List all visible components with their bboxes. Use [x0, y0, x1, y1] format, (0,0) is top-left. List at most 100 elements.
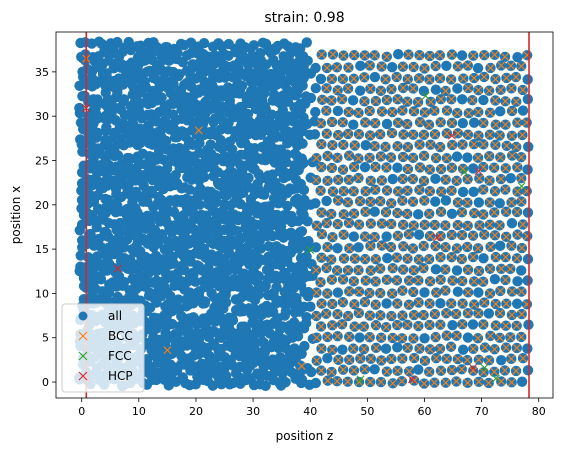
point-all [248, 312, 259, 324]
point-bcc [366, 176, 375, 185]
point-all [297, 80, 308, 91]
point-bcc [399, 130, 408, 139]
point-bcc [365, 289, 374, 297]
point-bcc [388, 289, 397, 298]
point-bcc [376, 378, 385, 387]
point-all [236, 80, 248, 91]
point-all [522, 164, 533, 175]
point-bcc [410, 376, 419, 385]
point-all [216, 313, 227, 324]
point-all [494, 106, 506, 117]
point-bcc [317, 163, 326, 172]
point-bcc [486, 264, 494, 273]
point-bcc [312, 333, 321, 342]
point-bcc [350, 254, 359, 263]
point-bcc [387, 243, 395, 252]
point-bcc [479, 210, 488, 219]
point-bcc [376, 264, 385, 273]
point-bcc [333, 310, 342, 319]
point-all [456, 50, 468, 61]
point-bcc [383, 186, 392, 195]
point-all [285, 227, 297, 238]
point-bcc [486, 108, 495, 117]
point-bcc [432, 354, 441, 363]
point-bcc [323, 243, 332, 252]
point-bcc [485, 86, 494, 95]
point-bcc [485, 220, 494, 229]
point-all [288, 283, 299, 294]
point-all [75, 117, 87, 128]
point-all [280, 306, 292, 317]
point-all [430, 196, 441, 207]
point-bcc [398, 311, 407, 320]
point-bcc [435, 51, 444, 60]
point-bcc [350, 322, 359, 331]
point-all [160, 329, 172, 340]
point-bcc [370, 142, 379, 151]
point-all [92, 127, 103, 139]
point-bcc [457, 208, 466, 217]
point-bcc [360, 345, 368, 354]
point-all [451, 151, 463, 162]
point-all [387, 173, 398, 185]
point-all [419, 287, 430, 298]
point-all [299, 340, 310, 352]
point-bcc [356, 354, 365, 363]
point-all [392, 162, 403, 173]
point-bcc [387, 219, 396, 228]
point-bcc [469, 253, 478, 262]
point-bcc [485, 356, 494, 365]
point-bcc [343, 377, 352, 386]
point-all [478, 94, 489, 106]
point-bcc [398, 196, 407, 205]
point-bcc [519, 354, 528, 363]
legend-label-fcc: FCC [108, 349, 132, 363]
point-bcc [338, 320, 347, 329]
point-bcc [468, 96, 477, 105]
point-bcc [316, 278, 325, 287]
series-bcc [82, 50, 532, 388]
point-all [505, 173, 516, 184]
point-bcc [410, 311, 419, 320]
point-all [200, 59, 212, 70]
point-bcc [513, 208, 522, 216]
point-bcc [414, 255, 423, 264]
point-bcc [463, 309, 472, 318]
point-all [305, 92, 317, 104]
point-bcc [317, 299, 326, 308]
point-bcc [339, 230, 348, 239]
point-bcc [382, 52, 391, 61]
point-all [468, 186, 479, 198]
point-bcc [354, 154, 363, 163]
point-bcc [354, 309, 363, 318]
point-bcc [382, 95, 391, 104]
point-bcc [479, 185, 488, 194]
point-bcc [517, 153, 526, 162]
point-all [118, 276, 130, 288]
point-bcc [486, 331, 495, 340]
point-all [206, 287, 217, 299]
point-bcc [464, 109, 473, 118]
point-bcc [377, 356, 386, 365]
point-bcc [398, 286, 407, 295]
point-bcc [344, 63, 353, 72]
point-bcc [425, 255, 434, 264]
point-all [522, 207, 534, 218]
point-bcc [322, 84, 331, 93]
y-tick-label: 30 [35, 110, 49, 123]
point-bcc [447, 163, 456, 172]
point-all [386, 61, 398, 73]
point-bcc [339, 210, 348, 219]
point-bcc [437, 207, 446, 216]
point-all [90, 76, 102, 87]
point-all [220, 370, 232, 382]
point-all [238, 321, 250, 332]
point-all [168, 123, 180, 135]
point-bcc [458, 320, 467, 329]
point-fcc [356, 375, 365, 384]
point-all [103, 287, 115, 298]
point-all [280, 377, 291, 388]
point-bcc [414, 322, 423, 331]
point-all [446, 208, 458, 219]
point-bcc [323, 63, 331, 72]
